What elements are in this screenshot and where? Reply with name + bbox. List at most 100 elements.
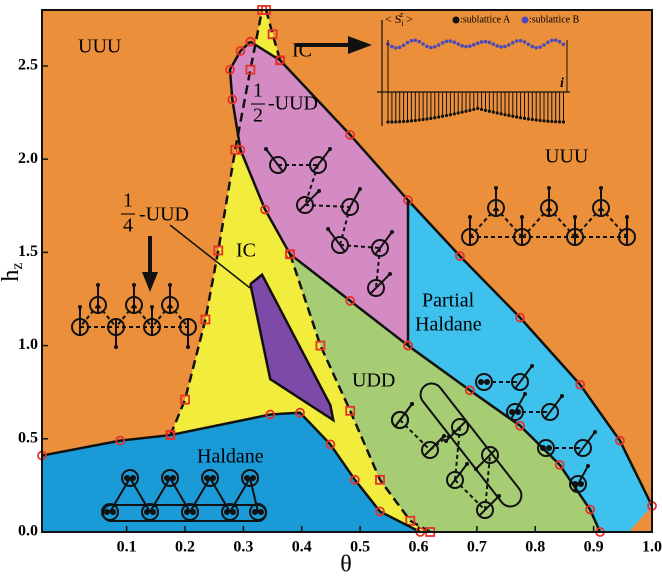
- inset-point: [445, 114, 448, 117]
- fraction-num: 1: [253, 80, 263, 102]
- singlet-dot: [204, 475, 210, 481]
- x-tick-label: 0.8: [525, 539, 545, 556]
- inset-point: [499, 45, 503, 49]
- inset-point: [527, 117, 530, 120]
- spin-arrow-head: [494, 186, 498, 190]
- inset-point: [390, 120, 393, 123]
- singlet-dot: [110, 509, 116, 515]
- inset-point: [546, 120, 549, 123]
- inset-point: [461, 111, 464, 114]
- phase-label: IC: [292, 40, 312, 62]
- phase-label: UUU: [545, 146, 589, 168]
- singlet-dot: [144, 509, 150, 515]
- spin-arrow-head: [264, 147, 268, 151]
- singlet-dot: [104, 509, 110, 515]
- inset-ylabel: < Siz >: [385, 10, 413, 28]
- inset-point: [550, 39, 554, 43]
- inset-point: [468, 44, 472, 48]
- inset-point: [500, 112, 503, 115]
- inset-point: [410, 39, 414, 43]
- singlet-dot: [250, 475, 256, 481]
- singlet-dot: [150, 509, 156, 515]
- spin-arrow-head: [530, 364, 534, 368]
- inset-point: [495, 44, 499, 48]
- singlet-dot: [578, 481, 584, 487]
- inset-point: [507, 43, 511, 47]
- inset-point: [449, 113, 452, 116]
- inset-point: [496, 111, 499, 114]
- inset-point: [425, 117, 428, 120]
- singlet-dot: [509, 409, 515, 415]
- fraction-den: 2: [253, 105, 263, 127]
- inset-point: [554, 120, 557, 123]
- inset-point: [437, 115, 440, 118]
- singlet-dot: [190, 509, 196, 515]
- inset-point: [531, 118, 534, 121]
- inset-point: [527, 42, 531, 46]
- inset-point: [480, 108, 483, 111]
- y-tick-label: 2.5: [18, 57, 38, 74]
- phase-label: UDD: [352, 370, 395, 392]
- inset-point: [519, 116, 522, 119]
- spin-arrow-head: [78, 305, 82, 309]
- spin-arrow-head: [547, 186, 551, 190]
- inset-point: [468, 109, 471, 112]
- inset-point: [398, 46, 402, 50]
- spin-arrow-head: [520, 215, 524, 219]
- spin-arrow-head: [410, 402, 414, 406]
- spin-arrow-head: [328, 147, 332, 151]
- spin-arrow-head: [186, 345, 190, 349]
- inset-point: [429, 46, 433, 50]
- spin-arrow-head: [573, 215, 577, 219]
- phase-label: -UUD: [139, 204, 189, 226]
- inset-point: [503, 113, 506, 116]
- inset-point: [558, 40, 562, 44]
- spin-arrow-head: [593, 430, 597, 434]
- page: {"chart_data": { "type": "phase", "xlabe…: [0, 0, 662, 580]
- y-tick-label: 0.0: [18, 523, 38, 540]
- inset-point: [445, 39, 449, 43]
- inset-point: [472, 43, 476, 47]
- singlet-dot: [515, 409, 521, 415]
- x-tick-label: 0.5: [350, 539, 370, 556]
- inset-point: [554, 38, 558, 42]
- phase-label: -UUD: [268, 93, 318, 115]
- inset-point: [453, 112, 456, 115]
- inset-point: [441, 115, 444, 118]
- legend-marker: [453, 17, 460, 24]
- inset-point: [562, 120, 565, 123]
- inset-point: [433, 116, 436, 119]
- phase-label: Haldane: [415, 314, 482, 336]
- singlet-dot: [252, 509, 258, 515]
- inset-point: [511, 115, 514, 118]
- inset-point: [441, 41, 445, 45]
- spin-arrow-head: [444, 439, 448, 443]
- inset-point: [460, 44, 464, 48]
- inset-point: [402, 120, 405, 123]
- inset-point: [406, 41, 410, 45]
- singlet-dot: [546, 445, 552, 451]
- phase-label: UUU: [78, 36, 122, 58]
- singlet-dot: [210, 475, 216, 481]
- inset-point: [422, 118, 425, 121]
- inset-point: [464, 110, 467, 113]
- inset-point: [456, 42, 460, 46]
- inset-point: [476, 41, 480, 45]
- inset-point: [488, 110, 491, 113]
- y-tick-label: 1.0: [18, 336, 38, 353]
- x-tick-label: 1.0: [642, 539, 662, 556]
- inset-point: [464, 45, 468, 49]
- y-tick-label: 0.5: [18, 429, 38, 446]
- inset-point: [417, 40, 421, 44]
- inset-point: [453, 40, 457, 44]
- spin-arrow-head: [150, 305, 154, 309]
- spin-arrow-head: [625, 215, 629, 219]
- inset-point: [394, 46, 398, 50]
- singlet-dot: [244, 475, 250, 481]
- spin-arrow-head: [586, 464, 590, 468]
- singlet-dot: [130, 475, 136, 481]
- inset-point: [449, 39, 453, 43]
- spin-arrow-head: [442, 434, 446, 438]
- x-tick-label: 0.6: [409, 539, 429, 556]
- inset-point: [558, 120, 561, 123]
